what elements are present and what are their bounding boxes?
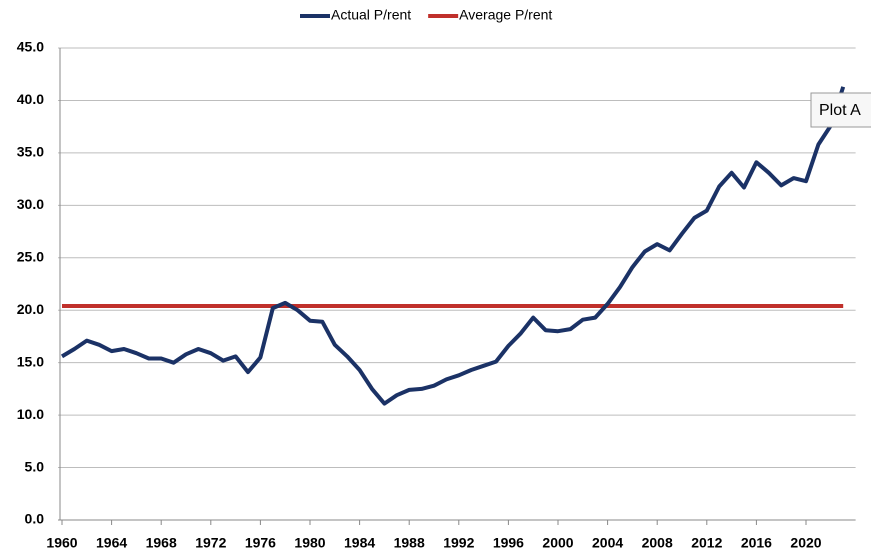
x-tick-label: 2020 — [790, 535, 821, 551]
x-tick-label: 1968 — [146, 535, 177, 551]
series-line — [60, 86, 846, 406]
y-tick-label: 35.0 — [17, 144, 44, 160]
x-tick-label: 2012 — [691, 535, 722, 551]
x-tick-label: 2008 — [642, 535, 673, 551]
tooltip-box — [810, 92, 871, 128]
y-tick-label: 20.0 — [17, 301, 44, 317]
x-tick-label: 1972 — [195, 535, 226, 551]
y-tick-label: 45.0 — [17, 39, 44, 55]
x-tick-label: 1980 — [294, 535, 325, 551]
x-tick-label: 1960 — [46, 535, 77, 551]
x-tick-label: 2000 — [542, 535, 573, 551]
x-tick-label: 2016 — [741, 535, 772, 551]
y-tick-label: 15.0 — [17, 353, 44, 369]
y-tick-label: 5.0 — [25, 458, 45, 474]
legend-label: Actual P/rent — [331, 7, 411, 23]
x-tick-label: 1976 — [245, 535, 276, 551]
x-tick-label: 1988 — [394, 535, 425, 551]
x-tick-label: 1992 — [443, 535, 474, 551]
tooltip: Plot A — [810, 92, 871, 128]
legend-label: Average P/rent — [459, 7, 552, 23]
x-tick-label: 1984 — [344, 535, 375, 551]
y-tick-label: 25.0 — [17, 248, 44, 264]
tooltip-text: Plot A — [819, 102, 861, 119]
y-tick-label: 40.0 — [17, 91, 44, 107]
x-tick-label: 1996 — [493, 535, 524, 551]
y-tick-label: 10.0 — [17, 406, 44, 422]
x-tick-label: 2004 — [592, 535, 623, 551]
y-tick-label: 0.0 — [25, 511, 45, 527]
x-tick-label: 1964 — [96, 535, 127, 551]
y-tick-label: 30.0 — [17, 196, 44, 212]
